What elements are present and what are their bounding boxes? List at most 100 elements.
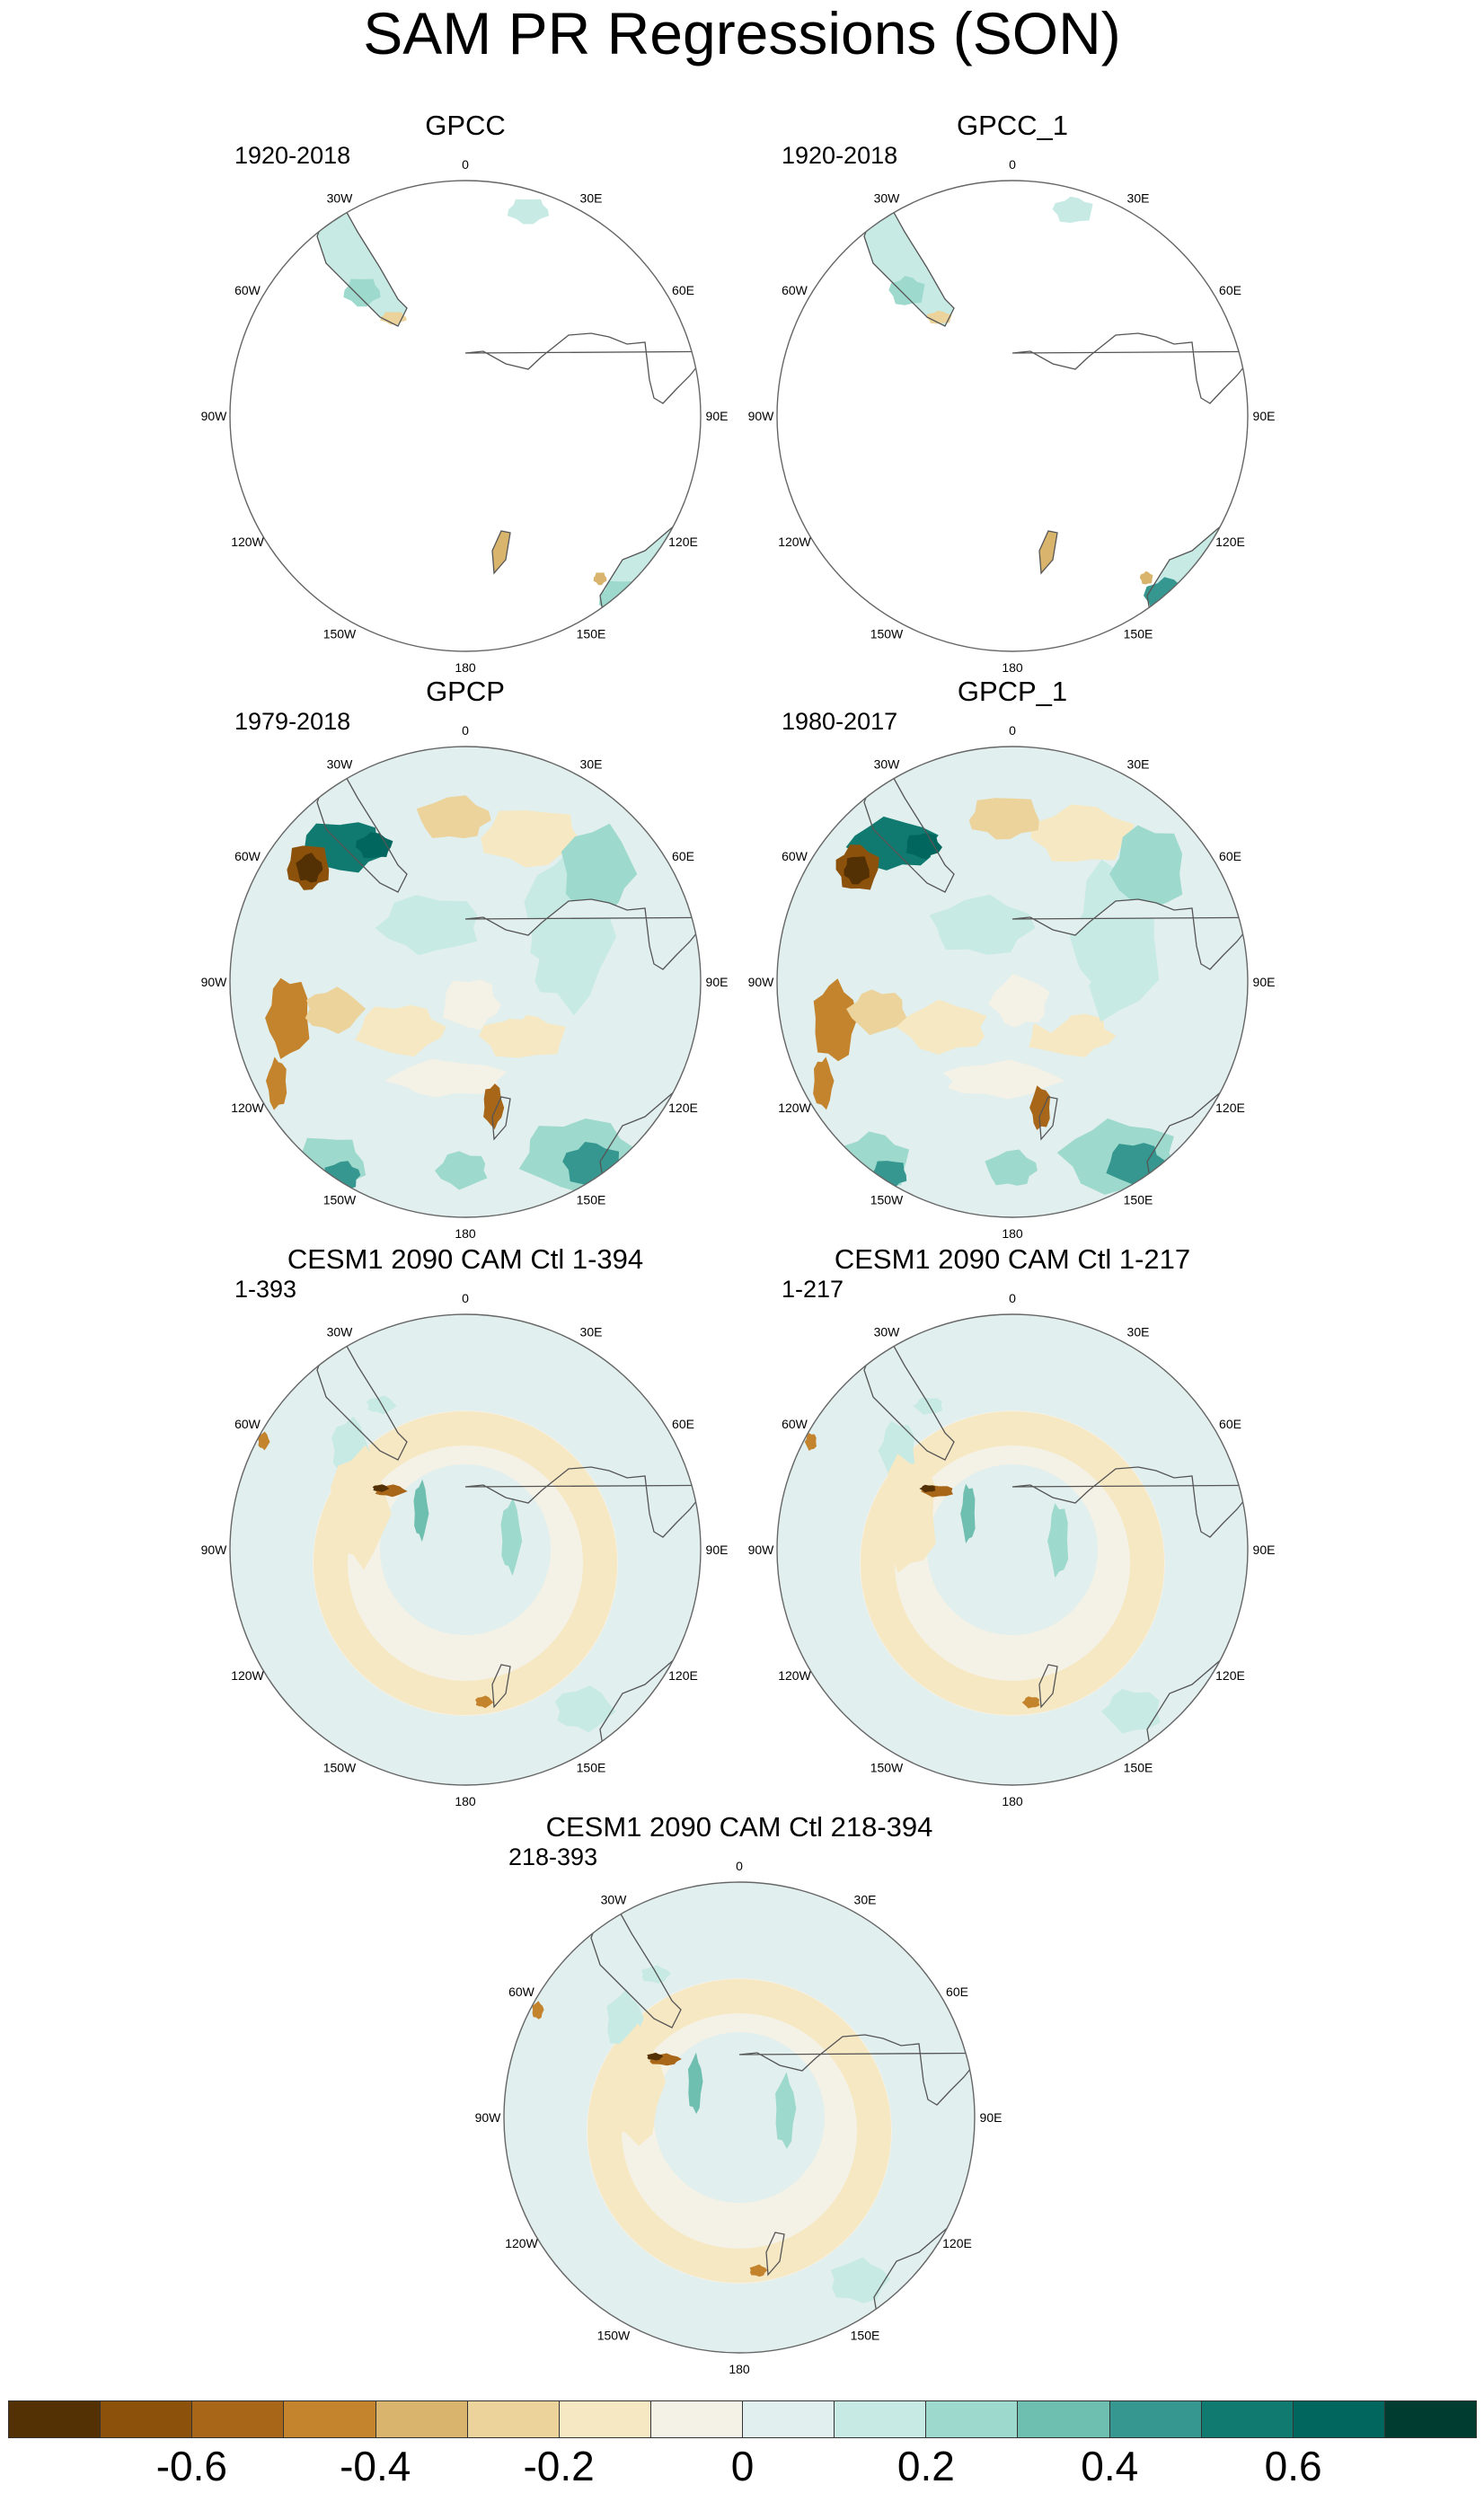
longitude-label: 120W — [231, 1101, 264, 1115]
precip-anomaly-negative — [296, 853, 323, 883]
longitude-label: 90E — [1253, 1543, 1276, 1557]
longitude-label: 60W — [234, 849, 261, 863]
precip-anomaly-negative — [605, 2023, 666, 2146]
precip-anomaly-negative — [355, 1004, 446, 1057]
new-zealand-coastline — [491, 1664, 511, 1709]
polar-map: 0 30E 60E 90E 120E 150E 180 150W 120W 90W 60W 30W — [201, 1291, 729, 1808]
longitude-label: 60E — [672, 283, 694, 297]
longitude-label: 120E — [668, 535, 698, 549]
panel-period: 1-217 — [782, 1276, 844, 1303]
map-field — [777, 1314, 1248, 1785]
south-america-coastline — [590, 1891, 682, 2029]
map-boundary — [503, 1881, 976, 2354]
longitude-label: 30E — [1127, 1325, 1150, 1339]
new-zealand-coastline — [491, 530, 511, 575]
precip-anomaly-negative — [475, 1695, 494, 1709]
panel-period: 1979-2018 — [234, 708, 351, 735]
panel-title: CESM1 2090 CAM Ctl 1-217 — [834, 1243, 1191, 1275]
map-panel-gpcc-1: 0 30E 60E 90E 120E 150E 180 150W 120W 90W 60W 30W G… — [748, 110, 1276, 675]
precip-anomaly-positive — [500, 1498, 523, 1576]
south-america-shading — [864, 191, 954, 326]
antarctica-coastline — [464, 1466, 701, 1538]
new-zealand-coastline — [765, 2232, 785, 2276]
colorbar-tick-label: 0 — [730, 2443, 755, 2489]
longitude-label: 0 — [462, 157, 469, 172]
panel-period: 1920-2018 — [234, 142, 351, 169]
africa-coastline — [917, 1892, 965, 1939]
longitude-label: 180 — [455, 660, 476, 675]
longitude-label: 150E — [577, 627, 606, 641]
longitude-label: 90E — [706, 409, 729, 423]
south-america-coastline — [316, 756, 408, 893]
antarctica-coastline — [464, 332, 701, 404]
map-field — [504, 1882, 975, 2353]
panel-title: GPCC_1 — [956, 110, 1069, 141]
longitude-label: 180 — [455, 1794, 476, 1808]
africa-coastline — [643, 1324, 691, 1371]
longitude-label: 90E — [1253, 409, 1276, 423]
longitude-label: 120W — [231, 535, 264, 549]
precip-anomaly-positive — [1047, 1503, 1069, 1578]
precip-anomaly-positive — [356, 832, 393, 859]
precip-ring-negative — [587, 1979, 891, 2283]
longitude-label: 120E — [1215, 1668, 1245, 1683]
longitude-label: 150W — [597, 2329, 631, 2343]
precip-anomaly-negative — [258, 1431, 270, 1451]
precip-anomaly-negative — [749, 2264, 768, 2277]
longitude-label: 150W — [323, 1761, 357, 1775]
colorbar-tick-label: 0.6 — [1264, 2443, 1322, 2489]
longitude-label: 0 — [462, 723, 469, 738]
longitude-label: 120E — [942, 2236, 972, 2250]
polar-map: 0 30E 60E 90E 120E 150E 180 150W 120W 90W 60W 30W — [475, 1859, 1003, 2376]
longitude-label: 60E — [946, 1985, 968, 1999]
longitude-label: 60E — [1219, 283, 1241, 297]
precip-anomaly-positive — [985, 1149, 1038, 1186]
longitude-label: 30E — [1127, 757, 1150, 772]
longitude-label: 30W — [601, 1893, 628, 1907]
precip-anomaly-neutral — [988, 973, 1050, 1028]
longitude-label: 120W — [778, 1668, 811, 1683]
longitude-label: 150E — [577, 1193, 606, 1207]
south-america-shading — [317, 191, 407, 326]
map-panel-cesm1-218-394: 0 30E 60E 90E 120E 150E 180 150W 120W 90W 60W 30W C… — [475, 1811, 1003, 2376]
precip-anomaly-positive — [929, 894, 1036, 955]
map-field — [777, 747, 1248, 1217]
precip-inner-positive — [927, 1464, 1098, 1635]
precip-anomaly-negative — [919, 1484, 936, 1493]
longitude-label: 120E — [1215, 1101, 1245, 1115]
longitude-label: 150E — [1124, 1193, 1153, 1207]
longitude-label: 150W — [323, 627, 357, 641]
panel-title: GPCC — [425, 110, 506, 141]
map-field — [230, 747, 701, 1217]
map-boundary — [776, 180, 1249, 652]
panel-title: CESM1 2090 CAM Ctl 218-394 — [545, 1811, 933, 1843]
precip-anomaly-positive — [554, 1685, 616, 1733]
polar-map: 0 30E 60E 90E 120E 150E 180 150W 120W 90W 60W 30W — [748, 1291, 1276, 1808]
africa-coastline — [643, 756, 691, 803]
colorbar-swatch — [101, 2401, 193, 2437]
precip-anomaly-negative — [483, 1083, 505, 1130]
precip-anomaly-negative — [896, 999, 987, 1055]
longitude-label: 0 — [1009, 723, 1016, 738]
longitude-label: 180 — [1002, 1226, 1023, 1241]
longitude-label: 180 — [1002, 660, 1023, 675]
longitude-label: 120E — [668, 1668, 698, 1683]
longitude-label: 120E — [668, 1101, 698, 1115]
precip-anomaly-positive — [434, 1151, 488, 1190]
longitude-label: 60E — [672, 849, 694, 863]
longitude-label: 0 — [462, 1291, 469, 1305]
precip-inner-positive — [380, 1464, 551, 1635]
longitude-label: 150W — [870, 1761, 904, 1775]
colorbar-swatch — [1201, 2401, 1294, 2437]
precip-anomaly-negative — [876, 1454, 936, 1573]
precip-anomaly-negative — [813, 978, 858, 1062]
precip-anomaly-negative — [416, 795, 491, 839]
longitude-label: 120W — [231, 1668, 264, 1683]
longitude-label: 60E — [672, 1417, 694, 1431]
longitude-label: 0 — [1009, 1291, 1016, 1305]
colorbar-swatch — [9, 2401, 102, 2437]
colorbar-swatch — [835, 2401, 927, 2437]
precip-anomaly-negative — [844, 856, 870, 885]
colorbar-labels: -0.6 -0.4 -0.2 0 0.2 0.4 0.6 — [8, 2442, 1477, 2492]
colorbar-swatch — [559, 2401, 651, 2437]
